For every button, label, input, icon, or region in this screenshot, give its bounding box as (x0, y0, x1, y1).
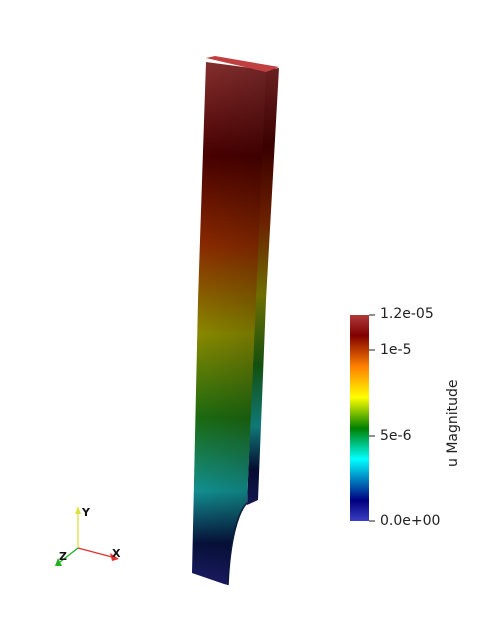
x-axis-arrow (110, 553, 119, 561)
z-axis-label: Z (59, 550, 67, 563)
x-axis-line (77, 547, 113, 558)
colorbar (350, 315, 369, 521)
z-axis-line (59, 547, 79, 563)
x-axis-label: X (112, 547, 121, 560)
z-axis-arrow (55, 558, 62, 566)
colorbar-label-5e-6: 5e-6 (380, 428, 412, 444)
colorbar-label-max: 1.2e-05 (380, 306, 434, 322)
beam-notch-edge (227, 502, 248, 586)
colorbar-ticks (369, 314, 375, 522)
colorbar-title: u Magnitude (445, 379, 461, 468)
y-axis-label: Y (81, 506, 91, 519)
beam-side-face (247, 68, 279, 505)
colorbar-label-1e-5: 1e-5 (380, 342, 412, 358)
orientation-axes: Y X Z (55, 506, 121, 566)
beam-front-shade (192, 62, 266, 585)
beam-top-face (206, 56, 279, 72)
y-axis-arrow (75, 506, 81, 514)
colorbar-label-min: 0.0e+00 (380, 513, 441, 529)
